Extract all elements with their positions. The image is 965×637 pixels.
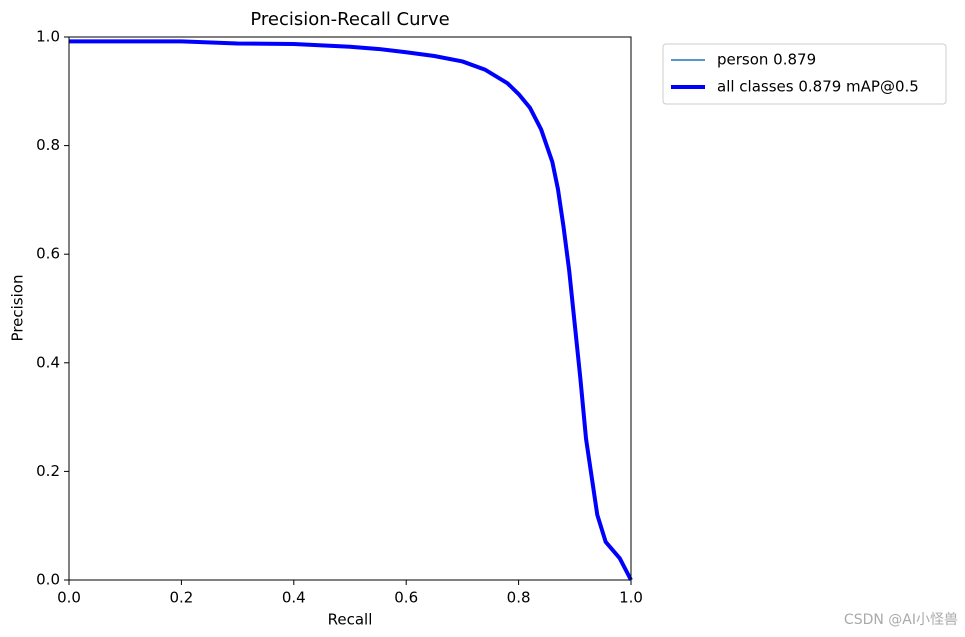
y-tick-label: 0.4 [36,353,60,371]
y-axis-label: Precision [9,275,27,342]
x-tick-label: 0.2 [169,589,193,607]
y-tick-label: 0.8 [36,136,60,154]
plot-frame [68,36,632,581]
x-tick-label: 0.4 [282,589,306,607]
watermark: CSDN @AI小怪兽 [844,612,958,628]
y-tick-label: 0.0 [36,571,60,589]
x-tick-label: 0.6 [394,589,418,607]
chart-title: Precision-Recall Curve [250,9,449,30]
legend-label: all classes 0.879 mAP@0.5 [717,78,919,96]
y-tick-label: 0.6 [36,245,60,263]
x-tick-label: 0.0 [57,589,81,607]
x-axis-label: Recall [328,611,373,629]
y-tick-label: 0.2 [36,462,60,480]
legend-label: person 0.879 [717,51,816,69]
legend-box [662,43,947,105]
series-line [69,39,633,581]
x-tick-label: 1.0 [619,589,643,607]
x-tick-label: 0.8 [507,589,531,607]
y-tick-label: 1.0 [36,28,60,46]
series-line [69,40,632,581]
